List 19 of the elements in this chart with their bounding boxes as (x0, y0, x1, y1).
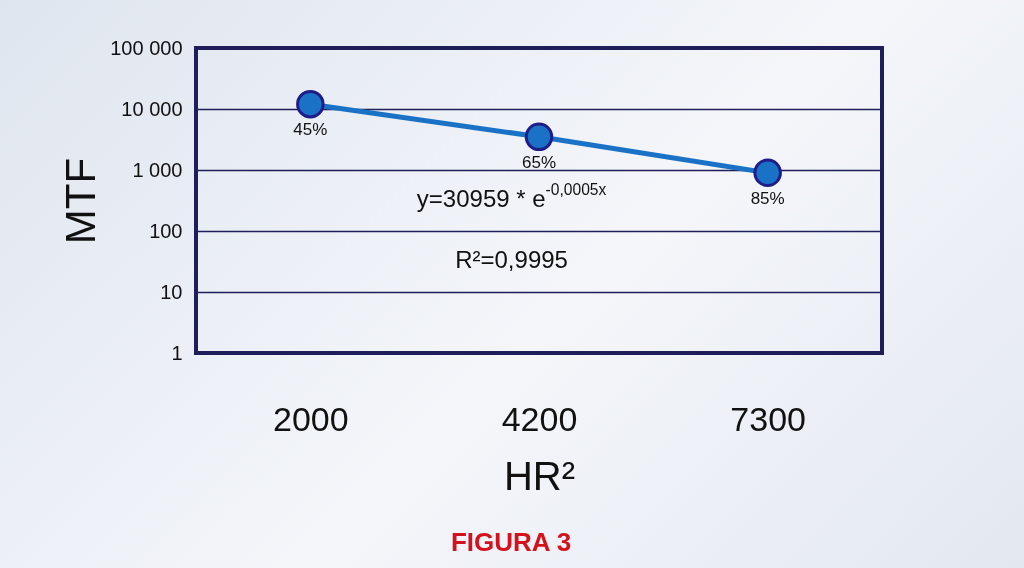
y-tick-label: 100 000 (110, 36, 183, 59)
point (753, 158, 782, 188)
annotation: 45% (293, 120, 328, 140)
y-tick-label: 10 (160, 280, 183, 303)
annotation: R²=0,9995 (455, 246, 568, 273)
annotation: 85% (750, 188, 785, 208)
y-axis-title: MTF (57, 157, 105, 245)
y-tick-label: 100 (149, 219, 183, 242)
point (296, 89, 325, 119)
text: FIGURA 3 (450, 527, 572, 557)
x-tick-label: 4200 (501, 399, 578, 438)
point (524, 122, 554, 152)
y-tick-label: 10 000 (121, 97, 183, 120)
annotation: 65% (521, 152, 557, 172)
y-tick-label: 1 000 (132, 158, 183, 181)
x-axis-title: HR² (503, 453, 576, 498)
y-tick-label: 1 (171, 341, 183, 364)
x-tick-label: 7300 (730, 399, 806, 438)
x-tick-label: 2000 (273, 399, 349, 438)
